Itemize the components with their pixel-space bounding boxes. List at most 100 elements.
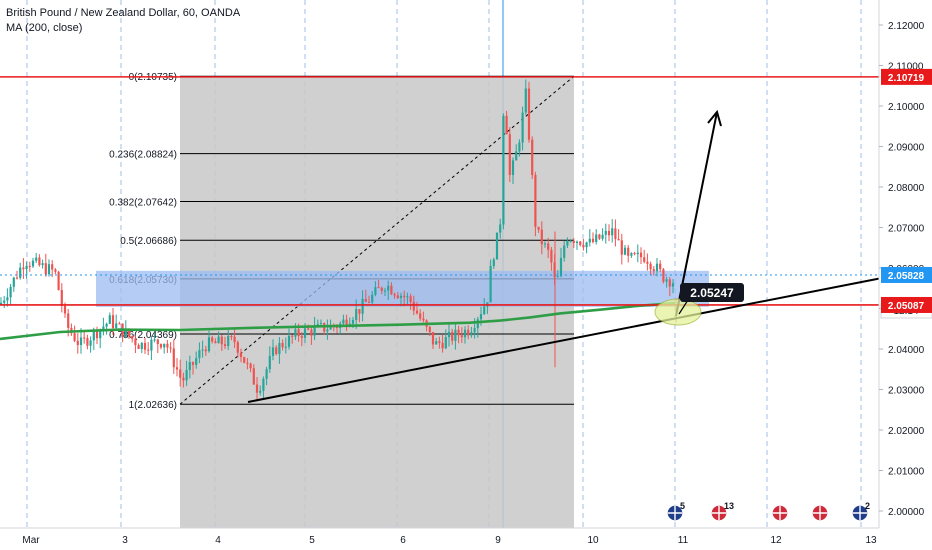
- candle-body: [476, 319, 479, 329]
- candle-body: [188, 362, 191, 371]
- bottom-line-badge[interactable]: [881, 296, 932, 313]
- candle-body: [527, 88, 531, 140]
- candle-body: [156, 339, 159, 345]
- candle-body: [403, 295, 406, 298]
- candle-body: [271, 347, 275, 356]
- indicator-label[interactable]: MA (200, close): [6, 22, 83, 34]
- candle-body: [51, 264, 54, 270]
- current-price-badge[interactable]: [881, 266, 932, 283]
- candle-body: [550, 249, 553, 263]
- candle-body: [454, 329, 457, 341]
- candle-body: [575, 241, 579, 243]
- candle-body: [470, 332, 473, 336]
- candle-body: [19, 267, 22, 278]
- candle-body: [563, 245, 566, 258]
- support-zone[interactable]: [96, 270, 709, 307]
- candle-body: [649, 263, 652, 270]
- time-label: 6: [400, 535, 406, 546]
- callout-box[interactable]: [680, 283, 744, 302]
- candle-body: [73, 333, 76, 341]
- candle-body: [76, 340, 79, 346]
- candle-body: [364, 298, 367, 302]
- candle-body: [630, 253, 633, 256]
- highlight-ellipse[interactable]: [654, 298, 702, 326]
- candle-body: [172, 348, 175, 368]
- candle-body: [41, 263, 44, 266]
- candle-body: [531, 139, 534, 176]
- price-tick-label: 2.11000: [888, 62, 924, 73]
- candle-body: [415, 310, 419, 314]
- candle-body: [572, 240, 575, 243]
- candle-body: [646, 261, 649, 264]
- candle-body: [387, 285, 390, 291]
- candle-body: [166, 343, 169, 348]
- candle-body: [294, 329, 297, 337]
- candle-body: [9, 286, 12, 298]
- candle-body: [57, 271, 60, 290]
- candle-body: [374, 287, 377, 295]
- candle-body: [383, 290, 387, 292]
- candle-body: [457, 329, 460, 336]
- candle-body: [108, 315, 111, 324]
- candle-body: [281, 342, 284, 348]
- candle-body: [207, 337, 211, 352]
- candle-body: [313, 326, 316, 336]
- candle-body: [419, 313, 422, 319]
- time-label: 9: [495, 535, 501, 546]
- candle-body: [246, 362, 249, 364]
- time-axis[interactable]: Mar 3 4 5 6 9 10 11 12 13: [0, 527, 879, 546]
- top-line-badge[interactable]: [881, 68, 932, 85]
- candle-body: [268, 355, 271, 370]
- price-axis[interactable]: 2.130002.120002.110002.100002.090002.080…: [878, 0, 932, 550]
- time-label: 3: [122, 535, 128, 546]
- candle-body: [163, 343, 166, 348]
- symbol-title[interactable]: British Pound / New Zealand Dollar, 60, …: [6, 7, 241, 19]
- candle-body: [463, 329, 467, 338]
- candle-body: [492, 259, 495, 267]
- candle-body: [438, 341, 441, 343]
- callout-label: 2.05247: [690, 286, 734, 300]
- candle-body: [223, 344, 227, 347]
- fib-level-label: 1(2.02636): [129, 400, 177, 411]
- candle-body: [60, 289, 63, 306]
- candle-body: [86, 338, 89, 346]
- candle-body: [140, 342, 143, 349]
- price-tick-label: 2.00000: [888, 507, 925, 518]
- candle-body: [355, 309, 358, 321]
- candle-body: [399, 295, 403, 298]
- candle-body: [63, 305, 67, 314]
- trend-line[interactable]: [247, 277, 883, 403]
- candle-body: [12, 277, 15, 287]
- candle-body: [460, 335, 463, 338]
- candle-body: [182, 377, 185, 381]
- current-price-badge-label: 2.05828: [888, 271, 925, 282]
- candle-body: [326, 329, 329, 332]
- candle-body: [588, 238, 591, 243]
- economic-events[interactable]: 5 13 2: [666, 501, 870, 522]
- candle-body: [668, 279, 671, 287]
- candle-body: [307, 328, 310, 330]
- candle-body: [319, 323, 323, 325]
- candle-body: [431, 332, 435, 345]
- candle-body: [508, 134, 511, 176]
- candle-body: [422, 318, 425, 321]
- drawings[interactable]: 2.05247: [0, 76, 883, 403]
- candle-body: [111, 315, 115, 328]
- event-count: 2: [865, 501, 870, 511]
- candle-body: [175, 367, 179, 370]
- candle-body: [614, 228, 617, 240]
- projection-arrow-line[interactable]: [675, 111, 718, 317]
- candle-body: [623, 247, 627, 255]
- candle-body: [159, 344, 163, 348]
- candle-body: [179, 369, 182, 378]
- fib-level-label: 0.382(2.07642): [109, 197, 177, 208]
- candle-body: [22, 267, 25, 270]
- time-label: 4: [215, 535, 221, 546]
- candle-body: [220, 336, 223, 345]
- candle-body: [230, 336, 233, 338]
- fib-level-label: 0(2.10735): [129, 72, 177, 83]
- fib-level-label: 0.236(2.08824): [109, 150, 177, 161]
- candle-body: [479, 314, 483, 320]
- candle-body: [243, 357, 246, 363]
